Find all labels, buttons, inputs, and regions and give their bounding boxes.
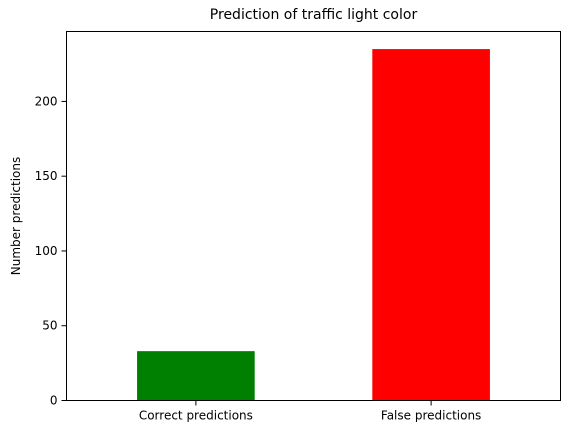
y-tick-label: 150 (35, 169, 58, 183)
bar-false-predictions (372, 49, 490, 401)
y-tick-label: 200 (35, 94, 58, 108)
plot-frame (66, 31, 561, 401)
x-tick-label: False predictions (381, 409, 481, 423)
y-axis-ticks: 0 50 100 150 200 (35, 94, 67, 408)
y-tick-label: 100 (35, 244, 58, 258)
y-tick-label: 50 (42, 319, 57, 333)
y-tick-label: 0 (50, 394, 58, 408)
bars-group (137, 49, 490, 401)
x-axis-ticks: Correct predictions False predictions (139, 400, 481, 423)
x-tick-label: Correct predictions (139, 409, 253, 423)
bar-correct-predictions (137, 351, 255, 401)
chart-title: Prediction of traffic light color (210, 7, 418, 23)
y-axis-label: Number predictions (9, 157, 23, 275)
